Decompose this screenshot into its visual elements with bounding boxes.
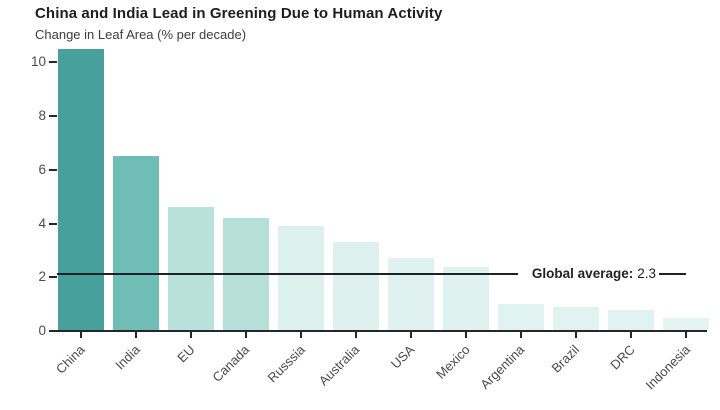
global-average-line-left <box>57 273 518 275</box>
y-tick-label-2: 2 <box>38 269 46 285</box>
bar-drc <box>608 309 654 331</box>
x-tick-indonesia <box>685 332 687 338</box>
y-tick-2 <box>49 276 57 279</box>
x-tick-mexico <box>465 332 467 338</box>
x-label-text-indonesia: Indonesia <box>642 342 693 393</box>
y-tick-8 <box>49 115 57 118</box>
x-tick-usa <box>410 332 412 338</box>
y-tick-label-8: 8 <box>38 108 46 124</box>
y-tick-4 <box>49 222 57 225</box>
y-tick-label-6: 6 <box>38 161 46 177</box>
chart-title: China and India Lead in Greening Due to … <box>35 5 443 22</box>
x-tick-argentina <box>520 332 522 338</box>
bar-russsia <box>278 226 324 331</box>
y-tick-10 <box>49 61 57 64</box>
bar-argentina <box>498 304 544 331</box>
global-average-label: Global average: 2.3 <box>440 266 656 282</box>
bar-eu <box>168 207 214 331</box>
bar-australia <box>333 242 379 331</box>
bar-india <box>113 156 159 331</box>
y-tick-label-0: 0 <box>38 323 46 338</box>
bar-indonesia <box>663 317 709 331</box>
x-axis-line <box>57 330 707 332</box>
x-tick-eu <box>190 332 192 338</box>
x-label-indonesia: Indonesia <box>564 341 692 392</box>
global-average-value: 2.3 <box>637 266 656 281</box>
x-tick-canada <box>245 332 247 338</box>
x-tick-brazil <box>575 332 577 338</box>
chart-subtitle: Change in Leaf Area (% per decade) <box>35 27 247 42</box>
x-tick-russsia <box>300 332 302 338</box>
y-tick-6 <box>49 168 57 171</box>
x-tick-australia <box>355 332 357 338</box>
bar-china <box>58 49 104 331</box>
y-tick-0 <box>49 330 57 332</box>
x-tick-drc <box>630 332 632 338</box>
y-tick-label-10: 10 <box>30 54 46 70</box>
x-tick-india <box>135 332 137 338</box>
y-tick-label-4: 4 <box>38 215 46 231</box>
x-tick-china <box>80 332 82 338</box>
bar-mexico <box>443 266 489 331</box>
bar-usa <box>388 258 434 331</box>
bar-brazil <box>553 306 599 331</box>
global-average-line-right <box>659 273 686 275</box>
global-average-label-text: Global average: <box>531 266 634 281</box>
